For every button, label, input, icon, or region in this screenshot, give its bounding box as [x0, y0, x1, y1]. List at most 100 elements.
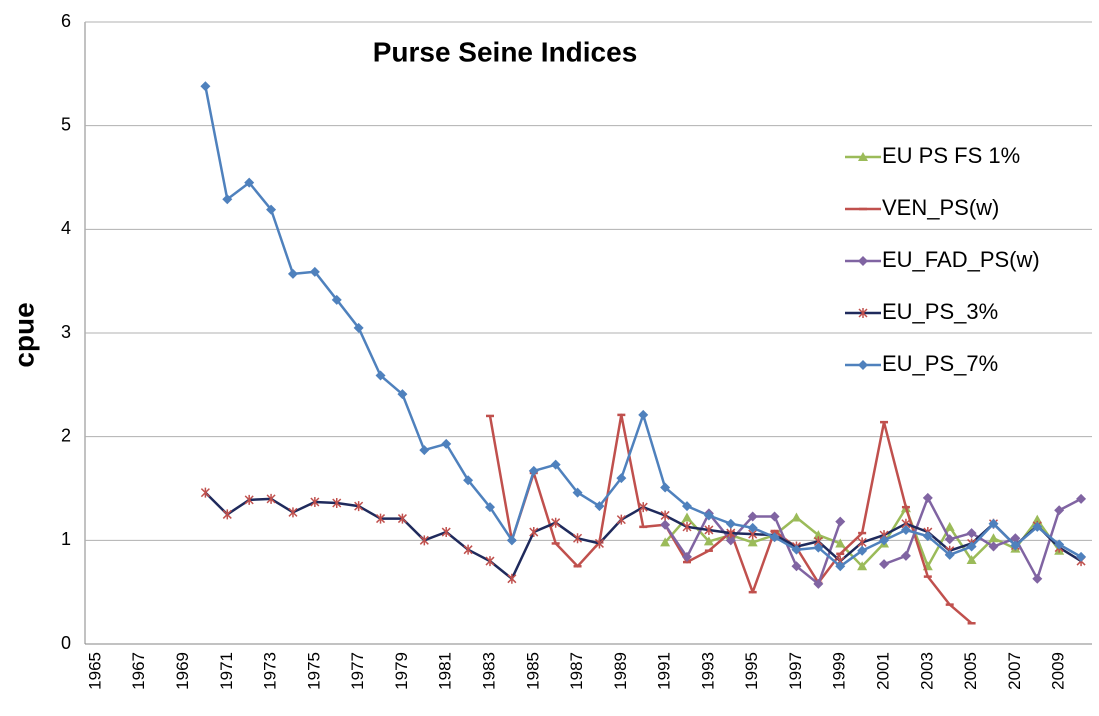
data-point — [638, 502, 648, 513]
legend-marker — [858, 256, 868, 266]
data-point — [879, 535, 890, 546]
data-point — [572, 487, 583, 498]
legend-marker — [858, 308, 868, 318]
data-point — [879, 559, 890, 570]
data-point — [419, 535, 429, 546]
data-point — [397, 513, 407, 524]
legend-label: EU PS FS 1% — [882, 143, 1020, 168]
data-point — [1076, 493, 1087, 504]
data-point — [900, 550, 911, 561]
data-point — [287, 268, 298, 279]
x-tick-label: 1979 — [392, 652, 411, 690]
data-point — [638, 409, 649, 420]
data-point — [506, 535, 517, 546]
data-point — [682, 551, 693, 562]
data-point — [791, 544, 802, 555]
x-tick-label: 1967 — [129, 652, 148, 690]
data-point — [332, 498, 342, 509]
data-point — [704, 524, 714, 535]
data-point — [353, 322, 364, 333]
data-point — [769, 511, 780, 522]
data-point — [703, 536, 714, 546]
data-point — [397, 389, 408, 400]
data-point — [791, 512, 802, 522]
data-point — [441, 527, 451, 538]
data-point — [966, 541, 977, 552]
x-tick-label: 1981 — [436, 652, 455, 690]
data-point — [309, 266, 320, 277]
data-point — [835, 561, 846, 572]
data-point — [222, 509, 232, 520]
data-point — [944, 549, 955, 560]
data-point — [244, 494, 254, 505]
data-point — [551, 517, 561, 528]
data-point — [660, 519, 671, 530]
y-tick-label: 1 — [61, 529, 71, 549]
data-point — [529, 527, 539, 538]
x-tick-label: 2001 — [874, 652, 893, 690]
y-tick-label: 2 — [61, 425, 71, 445]
data-point — [988, 533, 999, 543]
x-tick-label: 1973 — [261, 652, 280, 690]
data-point — [726, 528, 736, 539]
x-tick-label: 1977 — [348, 652, 367, 690]
data-point — [966, 555, 977, 565]
data-point — [354, 501, 364, 512]
x-tick-label: 1975 — [304, 652, 323, 690]
data-point — [747, 537, 758, 547]
legend-label: EU_FAD_PS(w) — [882, 247, 1040, 272]
data-point — [463, 544, 473, 555]
y-tick-label: 5 — [61, 114, 71, 134]
data-point — [485, 556, 495, 567]
y-axis-label: cpue — [8, 302, 39, 367]
x-tick-label: 2007 — [1005, 652, 1024, 690]
legend-label: VEN_PS(w) — [882, 195, 999, 220]
x-tick-label: 1999 — [830, 652, 849, 690]
data-point — [1054, 505, 1065, 516]
data-point — [1076, 551, 1087, 562]
data-point — [900, 524, 911, 535]
y-tick-label: 0 — [61, 633, 71, 653]
data-point — [310, 496, 320, 507]
data-point — [441, 438, 452, 449]
data-point — [376, 513, 386, 524]
x-tick-label: 1969 — [173, 652, 192, 690]
data-point — [594, 538, 604, 549]
x-tick-label: 2009 — [1049, 652, 1068, 690]
chart-title: Purse Seine Indices — [373, 36, 638, 67]
data-point — [988, 541, 999, 552]
data-point — [682, 512, 693, 522]
x-tick-label: 1983 — [479, 652, 498, 690]
data-point — [375, 370, 386, 381]
data-point — [288, 507, 298, 518]
data-point — [419, 445, 430, 456]
data-point — [857, 561, 868, 571]
data-point — [703, 510, 714, 521]
data-point — [331, 294, 342, 305]
data-point — [835, 516, 846, 527]
data-point — [682, 521, 692, 532]
data-point — [813, 542, 824, 553]
data-point — [725, 518, 736, 529]
data-point — [266, 204, 277, 215]
x-tick-label: 1993 — [698, 652, 717, 690]
data-point — [660, 537, 671, 547]
data-point — [1010, 540, 1021, 551]
legend-label: EU_PS_3% — [882, 299, 998, 324]
x-tick-label: 1987 — [567, 652, 586, 690]
x-tick-label: 1985 — [523, 652, 542, 690]
x-tick-label: 1965 — [85, 652, 104, 690]
y-tick-label: 3 — [61, 322, 71, 342]
data-point — [616, 514, 626, 525]
data-point — [769, 532, 780, 543]
legend-marker — [858, 152, 868, 161]
data-point — [944, 521, 955, 531]
y-tick-label: 4 — [61, 218, 71, 238]
legend-label: EU_PS_7% — [882, 351, 998, 376]
data-point — [1010, 533, 1021, 544]
data-point — [922, 531, 933, 542]
data-point — [616, 473, 627, 484]
data-point — [660, 510, 670, 521]
data-point — [1032, 521, 1043, 532]
